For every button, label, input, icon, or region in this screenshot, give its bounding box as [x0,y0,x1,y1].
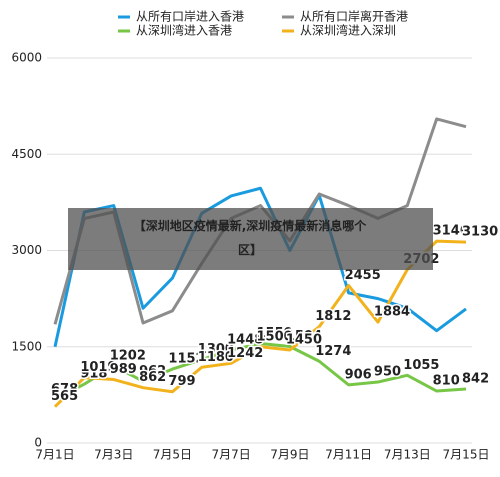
data-label: 906 [345,367,372,382]
data-label: 1152 [168,352,204,367]
series-line [53,239,467,408]
banner-line: 区】 [238,242,262,257]
data-label: 950 [374,365,401,380]
data-label: 862 [139,370,166,385]
x-tick-label: 7月1日 [35,448,74,462]
data-label: 1450 [286,332,322,347]
data-label: 1300 [198,342,234,357]
legend-label: 从深圳湾进入香港 [136,23,232,38]
y-tick-label: 6000 [11,51,42,65]
data-label: 799 [168,374,195,389]
data-label: 1812 [315,309,351,324]
data-label: 918 [80,367,107,382]
banner-bg [68,208,433,270]
data-label: 1242 [227,346,263,361]
data-label: 2455 [345,268,381,283]
legend-label: 从深圳湾进入深圳 [300,23,396,38]
data-label: 1448 [227,333,263,348]
data-label: 3146 [433,224,469,239]
data-label: 678 [51,382,78,397]
data-label: 1019 [80,360,116,375]
data-label: 1274 [315,344,351,359]
data-label: 1055 [403,358,439,373]
legend-label: 从所有口岸离开香港 [300,9,408,24]
legend-label: 从所有口岸进入香港 [136,10,244,24]
data-label: 1504 [286,329,322,344]
x-tick-label: 7月5日 [153,448,192,462]
x-tick-label: 7月7日 [212,448,251,462]
x-tick-label: 7月9日 [270,448,309,462]
x-tick-label: 7月13日 [384,448,431,462]
data-label: 1180 [198,350,234,365]
y-tick-label: 1500 [11,339,42,353]
data-label: 962 [139,364,166,379]
data-label: 989 [110,362,137,377]
y-tick-label: 0 [34,436,42,450]
data-label: 1500 [257,329,293,344]
x-tick-label: 7月3日 [94,448,133,462]
banner-line: 【深圳地区疫情最新,深圳疫情最新消息哪个 [134,218,368,233]
data-label: 1884 [374,305,410,320]
data-label: 1550 [257,326,293,341]
data-label: 565 [51,389,78,404]
y-tick-label: 4500 [11,147,42,161]
data-label: 3130 [462,225,498,240]
data-label: 1202 [110,348,146,363]
series-line [54,342,467,401]
y-tick-label: 3000 [11,243,42,257]
data-label: 842 [462,371,489,386]
banner-text: 【深圳地区疫情最新,深圳疫情最新消息哪个区】 [134,218,368,257]
x-tick-label: 7月15日 [443,448,490,462]
x-tick-label: 7月11日 [325,448,372,462]
data-label: 810 [433,374,460,389]
